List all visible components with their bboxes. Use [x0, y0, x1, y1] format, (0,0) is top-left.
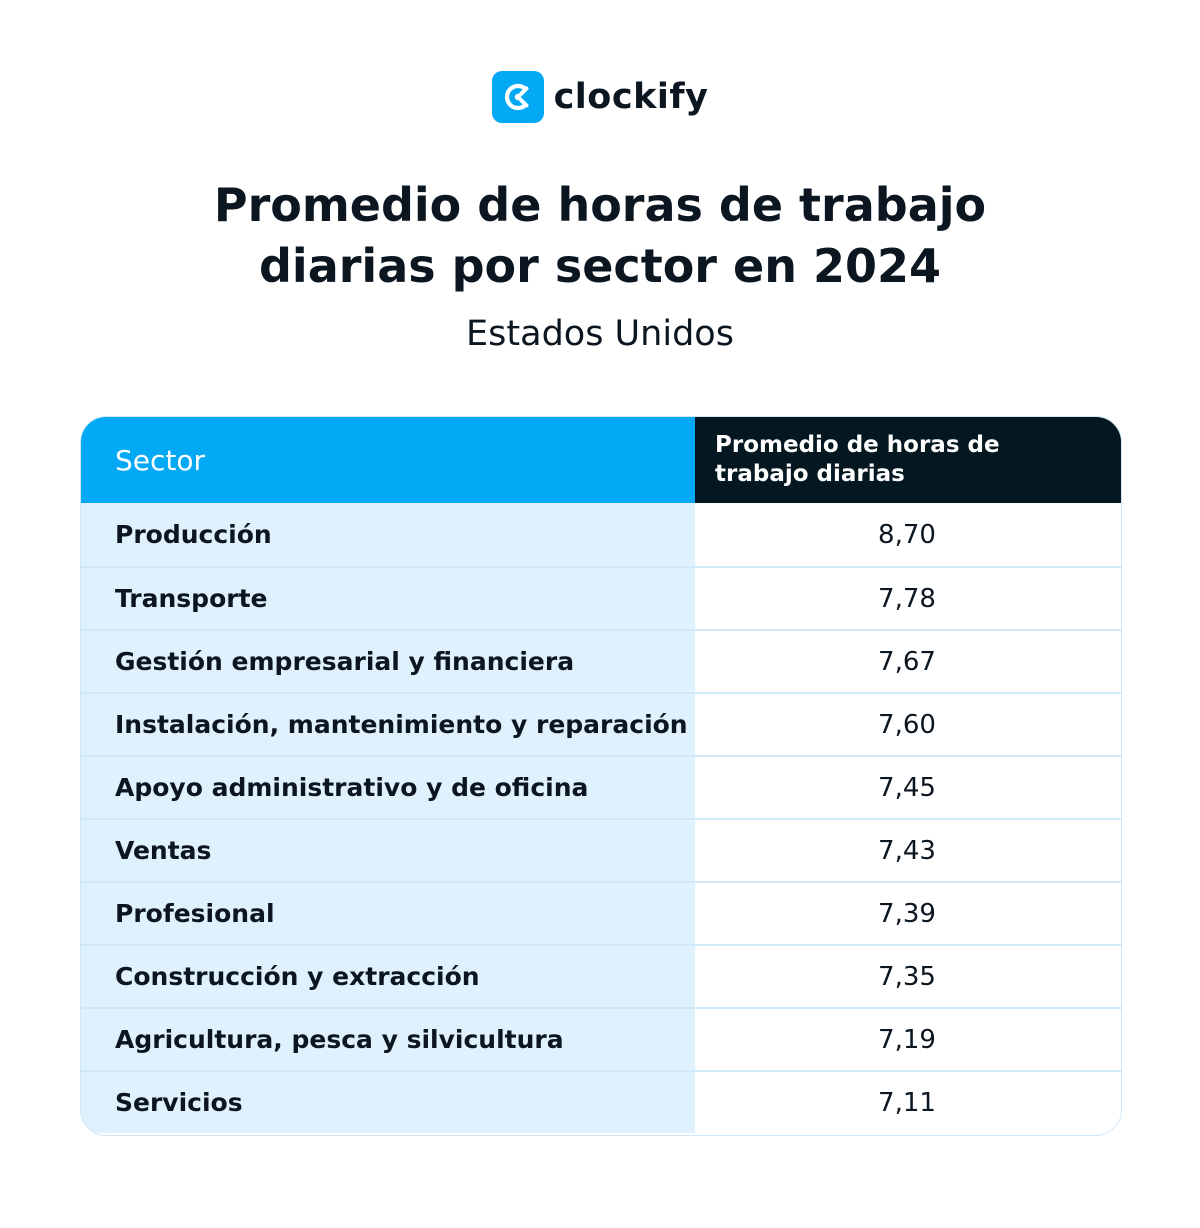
sector-cell: Instalación, mantenimiento y reparación — [81, 694, 695, 755]
table-row: Ventas 7,43 — [81, 818, 1121, 881]
sector-cell: Agricultura, pesca y silvicultura — [81, 1009, 695, 1070]
sector-cell: Profesional — [81, 883, 695, 944]
sector-cell: Transporte — [81, 568, 695, 629]
table-row: Agricultura, pesca y silvicultura 7,19 — [81, 1007, 1121, 1070]
column-header-sector: Sector — [81, 417, 695, 503]
hours-cell: 7,19 — [695, 1009, 1121, 1070]
logo-wordmark: clockify — [553, 77, 709, 117]
chart-title-line-1: Promedio de horas de trabajo — [213, 178, 987, 232]
chart-title-line-2: diarias por sector en 2024 — [259, 239, 941, 293]
clockify-logo-icon — [491, 71, 544, 123]
table-row: Apoyo administrativo y de oficina 7,45 — [81, 755, 1121, 818]
sector-cell: Apoyo administrativo y de oficina — [81, 757, 695, 818]
sector-cell: Gestión empresarial y financiera — [81, 631, 695, 692]
column-header-sector-label: Sector — [115, 443, 206, 477]
hours-cell: 7,39 — [695, 883, 1121, 944]
hours-cell: 7,11 — [695, 1072, 1121, 1133]
sector-cell: Servicios — [81, 1072, 695, 1133]
sector-cell: Construcción y extracción — [81, 946, 695, 1007]
table-row: Construcción y extracción 7,35 — [81, 944, 1121, 1007]
hours-cell: 7,35 — [695, 946, 1121, 1007]
table-body: Producción 8,70 Transporte 7,78 Gestión empr… — [81, 503, 1121, 1133]
data-table: Sector Promedio de horas de trabajo diar… — [80, 416, 1122, 1136]
table-row: Transporte 7,78 — [81, 566, 1121, 629]
table-row: Instalación, mantenimiento y reparación 7… — [81, 692, 1121, 755]
table-row: Servicios 7,11 — [81, 1070, 1121, 1133]
clockify-logo: clockify — [0, 71, 1200, 123]
hours-cell: 7,43 — [695, 820, 1121, 881]
table-row: Gestión empresarial y financiera 7,67 — [81, 629, 1121, 692]
table-header-row: Sector Promedio de horas de trabajo diar… — [81, 417, 1121, 503]
sector-cell: Ventas — [81, 820, 695, 881]
hours-cell: 7,78 — [695, 568, 1121, 629]
hours-cell: 7,45 — [695, 757, 1121, 818]
chart-subtitle: Estados Unidos — [466, 314, 734, 354]
chart-title: Promedio de horas de trabajo diarias por… — [0, 175, 1200, 297]
column-header-hours-label: Promedio de horas de trabajo diarias — [715, 432, 1000, 487]
hours-cell: 8,70 — [695, 503, 1121, 566]
hours-cell: 7,60 — [695, 694, 1121, 755]
table-row: Producción 8,70 — [81, 503, 1121, 566]
table-row: Profesional 7,39 — [81, 881, 1121, 944]
hours-cell: 7,67 — [695, 631, 1121, 692]
sector-cell: Producción — [81, 503, 695, 566]
column-header-hours: Promedio de horas de trabajo diarias — [695, 417, 1121, 503]
